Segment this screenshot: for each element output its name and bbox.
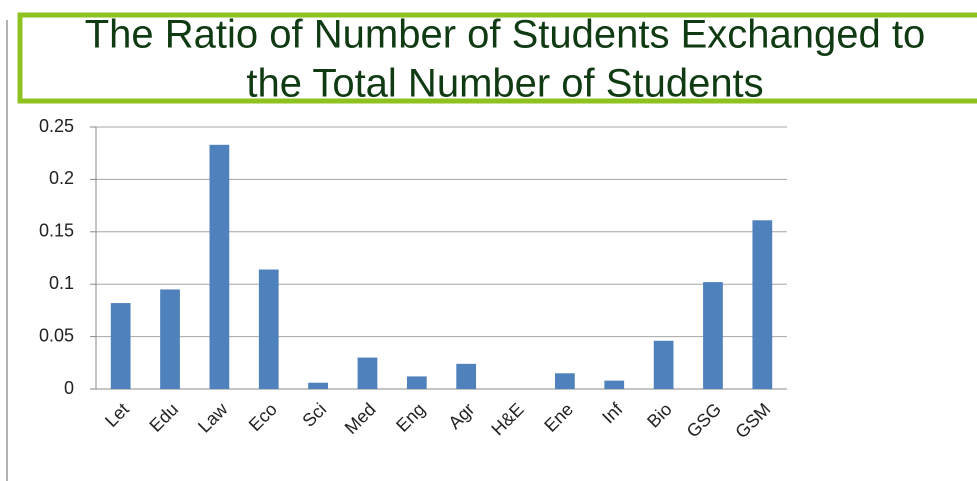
title-box [17,12,977,104]
bar [752,220,773,389]
bar [209,144,230,389]
x-tick-label: GSM [731,399,774,442]
y-tick-label: 0.1 [49,273,74,293]
x-tick-label: Ene [540,399,577,436]
chart-title: the Total Number of Students [246,62,763,106]
bar [555,373,575,389]
x-tick-label: Agr [444,399,478,433]
bar [703,282,723,389]
x-tick-label: GSG [683,399,725,441]
bar [357,357,378,389]
bar [258,269,279,389]
bar [406,376,427,389]
y-tick-label: 0.05 [39,325,74,345]
bar [653,340,674,389]
bar [110,303,131,389]
x-tick-label: Edu [145,399,182,436]
bar [160,289,180,389]
x-tick-label: Bio [643,399,676,432]
bar [308,382,328,389]
x-tick-label: Eng [392,399,429,436]
x-tick-label: Sci [298,399,330,431]
x-tick-label: Law [194,398,232,436]
x-tick-label: Eco [245,399,281,435]
y-tick-label: 0.25 [39,116,74,136]
chart-title: The Ratio of Number of Students Exchange… [85,13,926,57]
x-tick-label: H&E [487,399,527,439]
y-tick-label: 0.2 [49,168,74,188]
bar [604,380,625,389]
x-tick-label: Let [101,399,133,431]
x-tick-label: Inf [598,398,627,427]
y-tick-label: 0.15 [39,221,74,241]
y-tick-label: 0 [64,378,74,398]
x-tick-label: Med [341,399,380,438]
bar [456,363,477,389]
